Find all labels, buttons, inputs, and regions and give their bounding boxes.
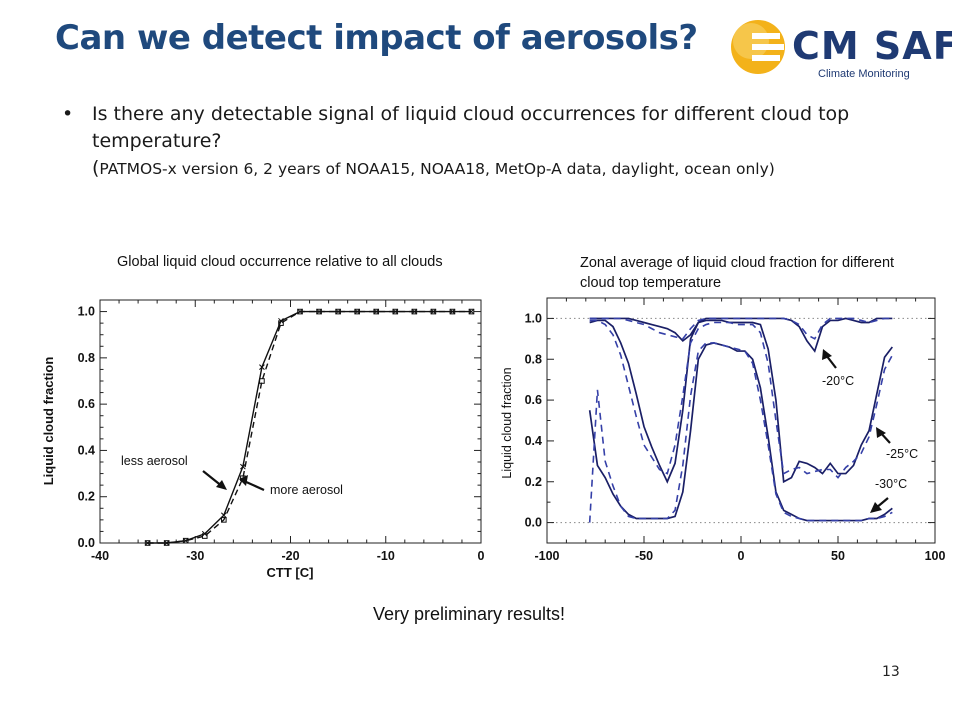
left-point-square-marker <box>201 533 208 539</box>
left-x-tick-label: -20 <box>281 549 299 563</box>
left-x-axis-label: CTT [C] <box>267 565 314 580</box>
right-series--30-c-solid <box>588 342 893 522</box>
left-y-tick-label: 0.8 <box>78 351 95 365</box>
left-point-x-marker <box>335 308 341 315</box>
logo-subtext: Climate Monitoring <box>818 68 910 80</box>
preliminary-note: Very preliminary results! <box>373 604 566 624</box>
marker-stroke <box>220 512 227 519</box>
left-point-x-marker <box>220 512 227 519</box>
left-point-square-marker <box>316 308 322 315</box>
right-series--30-c-dashed <box>588 342 893 523</box>
right-y-tick-label: 0.2 <box>525 475 542 489</box>
left-point-square-marker <box>411 308 418 315</box>
right-x-tick-label: 100 <box>925 549 946 563</box>
left-point-square-marker <box>163 540 170 546</box>
right-y-tick-label: 0.0 <box>525 516 542 530</box>
left-series-line-less-aerosol <box>147 310 472 544</box>
left-point-square-marker <box>221 517 227 523</box>
bullet-point: • Is there any detectable signal of liqu… <box>62 101 912 183</box>
arrow-head-less-aerosol <box>216 480 227 490</box>
page-number: 13 <box>882 664 900 680</box>
marker-stroke <box>182 537 189 544</box>
right-series--25-c-dashed <box>589 319 894 479</box>
right-x-tick-label: -50 <box>635 549 653 563</box>
left-point-square-marker <box>354 308 360 315</box>
annotation-more-aerosol: more aerosol <box>270 483 343 497</box>
arrow-more-aerosol <box>243 479 265 492</box>
annotation-less-aerosol: less aerosol <box>121 454 188 468</box>
marker-stroke <box>163 540 170 546</box>
right-y-tick-label: 0.8 <box>525 352 542 366</box>
arrow-head-minus-20c <box>822 349 832 360</box>
marker-stroke <box>392 308 399 315</box>
right-y-tick-label: 1.0 <box>525 311 542 325</box>
left-series-line-more-aerosol <box>147 310 472 544</box>
marker-stroke <box>240 463 246 470</box>
left-y-tick-label: 0.6 <box>78 397 95 411</box>
left-point-square-marker <box>259 378 265 384</box>
left-y-tick-label: 0.0 <box>78 536 95 550</box>
slide-title: Can we detect impact of aerosols? <box>55 18 698 58</box>
label-minus-30c: -30°C <box>875 477 907 491</box>
marker-stroke <box>316 308 322 315</box>
bullet-sub-text: PATMOS-x version 6, 2 years of NOAA15, N… <box>99 160 775 178</box>
left-y-tick-label: 1.0 <box>78 305 95 319</box>
left-point-square-marker <box>278 320 284 326</box>
left-y-tick-label: 0.2 <box>78 490 95 504</box>
left-point-x-marker <box>163 540 170 546</box>
left-point-x-marker <box>240 463 246 470</box>
left-point-square-marker <box>468 308 475 315</box>
left-chart-title: Global liquid cloud occurrence relative … <box>117 254 443 270</box>
bullet-paren: ( <box>92 157 100 179</box>
left-point-square-marker <box>430 308 437 315</box>
left-point-square-marker <box>373 308 380 315</box>
right-series--20-c-solid <box>589 317 893 353</box>
left-point-square-marker <box>182 537 189 544</box>
left-point-x-marker <box>354 308 361 315</box>
left-point-square-marker <box>335 308 341 315</box>
marker-stroke <box>259 364 265 370</box>
left-x-tick-label: -10 <box>377 549 395 563</box>
right-y-tick-label: 0.6 <box>525 393 542 407</box>
right-x-tick-label: -100 <box>534 549 559 563</box>
bullet-dot: • <box>62 103 74 125</box>
right-chart-title: Zonal average of liquid cloud fraction f… <box>580 255 895 291</box>
left-point-x-marker <box>373 308 380 315</box>
arrow-head-minus-30c <box>870 502 882 513</box>
left-point-x-marker <box>182 537 189 544</box>
left-x-tick-label: -30 <box>186 549 204 563</box>
left-point-x-marker <box>316 308 322 315</box>
arrow-head-more-aerosol <box>239 475 248 486</box>
right-series--25-c-solid <box>589 319 893 484</box>
left-point-x-marker <box>392 308 399 315</box>
right-y-axis-label: Liquid cloud fraction <box>500 367 514 478</box>
marker-stroke <box>373 308 380 315</box>
marker-stroke <box>335 308 341 315</box>
left-plot-frame <box>99 299 482 544</box>
label-minus-25c: -25°C <box>886 447 918 461</box>
bullet-main-text: Is there any detectable signal of liquid… <box>92 103 850 152</box>
left-y-tick-label: 0.4 <box>78 443 95 457</box>
cm-saf-logo: CM SAF Climate Monitoring <box>731 20 952 80</box>
left-x-tick-label: 0 <box>478 549 485 563</box>
marker-stroke <box>354 308 361 315</box>
left-point-x-marker <box>259 364 265 370</box>
left-point-square-marker <box>297 308 303 315</box>
right-series--20-c-dashed <box>589 317 893 340</box>
left-point-square-marker <box>449 308 456 315</box>
label-minus-20c: -20°C <box>822 374 854 388</box>
arrow-head-minus-25c <box>876 427 886 438</box>
left-x-tick-label: -40 <box>91 549 109 563</box>
logo-text: CM SAF <box>792 24 952 68</box>
left-point-square-marker <box>144 540 151 546</box>
right-y-tick-label: 0.4 <box>525 434 542 448</box>
left-y-axis-label: Liquid cloud fraction <box>41 357 56 486</box>
right-x-tick-label: 0 <box>738 549 745 563</box>
right-x-tick-label: 50 <box>831 549 845 563</box>
left-point-square-marker <box>392 308 399 315</box>
